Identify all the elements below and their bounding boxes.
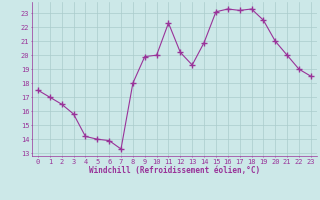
X-axis label: Windchill (Refroidissement éolien,°C): Windchill (Refroidissement éolien,°C) bbox=[89, 166, 260, 175]
